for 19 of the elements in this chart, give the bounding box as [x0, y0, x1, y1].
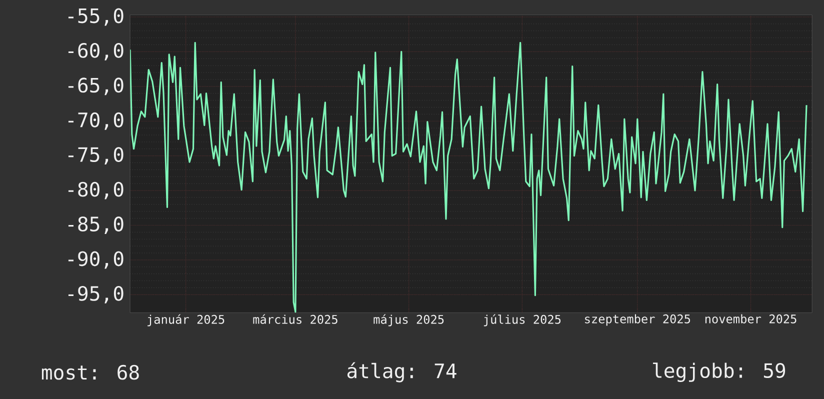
- y-tick-label: -90,0: [68, 251, 124, 269]
- y-tick-label: -65,0: [68, 78, 124, 96]
- x-tick-label: május 2025: [374, 314, 444, 326]
- text: legjobb: 59: [653, 362, 786, 382]
- y-tick-label: -60,0: [68, 42, 124, 60]
- text: most: 68: [42, 364, 139, 380]
- text: átlag: 74: [347, 362, 456, 382]
- x-tick-label: július 2025: [484, 314, 561, 326]
- x-tick-label: november 2025: [705, 314, 796, 324]
- y-tick-label: -55,0: [68, 8, 124, 26]
- x-tick-label: március 2025: [253, 314, 338, 324]
- y-tick-label: -80,0: [68, 182, 124, 200]
- line-series: [130, 42, 808, 313]
- x-tick-label: szeptember 2025: [585, 314, 690, 326]
- x-tick-label: január 2025: [148, 314, 224, 326]
- y-tick-label: -70,0: [68, 112, 124, 130]
- y-tick-label: -85,0: [68, 216, 124, 234]
- y-tick-label: -75,0: [68, 147, 124, 165]
- y-tick-label: -95,0: [68, 286, 124, 304]
